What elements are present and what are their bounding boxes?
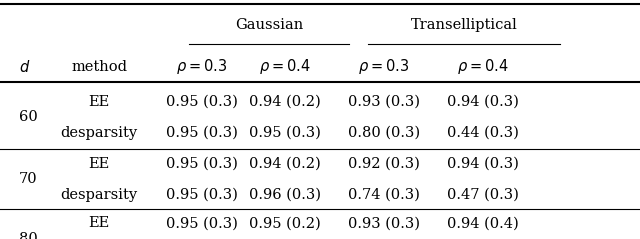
Text: desparsity: desparsity (61, 126, 138, 140)
Text: 0.93 (0.3): 0.93 (0.3) (348, 217, 420, 230)
Text: 0.95 (0.2): 0.95 (0.2) (249, 217, 321, 230)
Text: 0.80 (0.3): 0.80 (0.3) (348, 126, 420, 140)
Text: 0.94 (0.2): 0.94 (0.2) (249, 157, 321, 171)
Text: 0.94 (0.4): 0.94 (0.4) (447, 217, 519, 230)
Text: 80: 80 (19, 232, 38, 239)
Text: $\rho = 0.3$: $\rho = 0.3$ (176, 57, 227, 76)
Text: 0.44 (0.3): 0.44 (0.3) (447, 126, 519, 140)
Text: 0.94 (0.3): 0.94 (0.3) (447, 95, 519, 109)
Text: 0.47 (0.3): 0.47 (0.3) (447, 188, 519, 202)
Text: 0.95 (0.3): 0.95 (0.3) (166, 188, 237, 202)
Text: 0.95 (0.3): 0.95 (0.3) (166, 157, 237, 171)
Text: 0.94 (0.3): 0.94 (0.3) (447, 157, 519, 171)
Text: 0.96 (0.3): 0.96 (0.3) (249, 188, 321, 202)
Text: $d$: $d$ (19, 59, 31, 75)
Text: 0.92 (0.3): 0.92 (0.3) (348, 157, 420, 171)
Text: 0.94 (0.2): 0.94 (0.2) (249, 95, 321, 109)
Text: Transelliptical: Transelliptical (411, 18, 517, 32)
Text: EE: EE (88, 95, 110, 109)
Text: $\rho = 0.4$: $\rho = 0.4$ (458, 57, 509, 76)
Text: 0.95 (0.3): 0.95 (0.3) (166, 217, 237, 230)
Text: Gaussian: Gaussian (235, 18, 303, 32)
Text: 60: 60 (19, 110, 38, 124)
Text: desparsity: desparsity (61, 188, 138, 202)
Text: 0.95 (0.3): 0.95 (0.3) (166, 95, 237, 109)
Text: $\rho = 0.4$: $\rho = 0.4$ (259, 57, 310, 76)
Text: 0.95 (0.3): 0.95 (0.3) (166, 126, 237, 140)
Text: 0.93 (0.3): 0.93 (0.3) (348, 95, 420, 109)
Text: method: method (71, 60, 127, 74)
Text: EE: EE (88, 217, 110, 230)
Text: 0.95 (0.3): 0.95 (0.3) (249, 126, 321, 140)
Text: 70: 70 (19, 172, 38, 186)
Text: EE: EE (88, 157, 110, 171)
Text: 0.74 (0.3): 0.74 (0.3) (348, 188, 420, 202)
Text: $\rho = 0.3$: $\rho = 0.3$ (358, 57, 410, 76)
